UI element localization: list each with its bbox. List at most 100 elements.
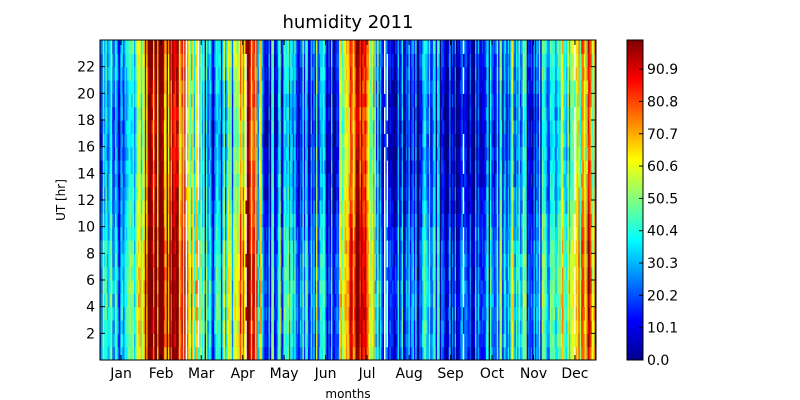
heatmap-cell <box>339 186 342 201</box>
heatmap-cell <box>155 213 158 228</box>
heatmap-cell <box>244 346 246 360</box>
heatmap-cell <box>135 186 138 201</box>
heatmap-cell <box>288 80 291 94</box>
heatmap-cell <box>180 266 183 281</box>
heatmap-cell <box>172 173 174 188</box>
heatmap-cell <box>294 346 297 360</box>
heatmap-cell <box>220 146 223 161</box>
heatmap-cell <box>336 333 339 348</box>
heatmap-cell <box>344 333 347 348</box>
heatmap-cell <box>317 253 320 268</box>
heatmap-cell <box>292 280 295 294</box>
heatmap-cell <box>199 346 202 360</box>
heatmap-cell <box>273 133 276 148</box>
heatmap-cell <box>150 186 153 201</box>
heatmap-cell <box>265 133 268 148</box>
heatmap-cell <box>363 66 366 81</box>
heatmap-cell <box>295 53 298 68</box>
heatmap-cell <box>360 173 363 188</box>
heatmap-cell <box>347 160 350 174</box>
heatmap-cell <box>205 320 208 334</box>
heatmap-cell <box>185 53 188 68</box>
heatmap-cell <box>127 200 130 214</box>
heatmap-cell <box>314 266 317 281</box>
heatmap-cell <box>258 226 261 241</box>
heatmap-cell <box>135 293 138 308</box>
heatmap-cell <box>302 293 305 308</box>
heatmap-cell <box>144 93 147 108</box>
heatmap-cell <box>159 240 162 254</box>
heatmap-cell <box>306 346 309 360</box>
heatmap-cell <box>317 226 320 241</box>
heatmap-cell <box>233 186 236 201</box>
heatmap-cell <box>101 80 104 94</box>
heatmap-cell <box>135 280 138 294</box>
heatmap-cell <box>227 346 230 360</box>
heatmap-cell <box>373 66 376 81</box>
heatmap-cell <box>314 173 317 188</box>
heatmap-cell <box>208 173 211 188</box>
heatmap-cell <box>292 66 295 81</box>
heatmap-cell <box>272 280 275 294</box>
heatmap-cell <box>178 346 181 360</box>
heatmap-cell <box>151 146 154 161</box>
heatmap-cell <box>298 40 301 54</box>
heatmap-cell <box>303 280 306 294</box>
heatmap-cell <box>249 160 252 174</box>
heatmap-cell <box>318 213 321 228</box>
heatmap-cell <box>377 40 380 54</box>
heatmap-cell <box>196 293 199 308</box>
heatmap-cell <box>305 146 308 161</box>
heatmap-cell <box>181 173 184 188</box>
heatmap-cell <box>246 280 249 294</box>
heatmap-cell <box>170 160 173 174</box>
heatmap-cell <box>294 160 297 174</box>
heatmap-cell <box>154 240 157 254</box>
heatmap-cell <box>105 226 108 241</box>
heatmap-cell <box>261 293 264 308</box>
heatmap-cell <box>246 200 249 214</box>
heatmap-cell <box>105 333 108 348</box>
heatmap-cell <box>131 120 134 134</box>
heatmap-cell <box>282 240 285 254</box>
heatmap-cell <box>311 146 314 161</box>
heatmap-cell <box>127 333 130 348</box>
heatmap-cell <box>193 80 196 94</box>
heatmap-cell <box>216 66 219 81</box>
heatmap-cell <box>269 346 272 360</box>
heatmap-cell <box>234 293 237 308</box>
heatmap-cell <box>333 200 336 214</box>
heatmap-cell <box>269 106 272 121</box>
heatmap-cell <box>153 173 155 188</box>
heatmap-cell <box>225 106 227 121</box>
heatmap-cell <box>316 226 319 241</box>
heatmap-cell <box>331 93 333 108</box>
heatmap-cell <box>370 146 373 161</box>
heatmap-cell <box>362 53 365 68</box>
heatmap-cell <box>268 40 271 54</box>
heatmap-cell <box>276 213 279 228</box>
heatmap-cell <box>340 226 343 241</box>
heatmap-cell <box>215 226 218 241</box>
heatmap-cell <box>124 200 127 214</box>
heatmap-cell <box>229 306 232 321</box>
heatmap-cell <box>244 93 246 108</box>
heatmap-cell <box>253 173 256 188</box>
heatmap-cell <box>204 266 207 281</box>
heatmap-cell <box>222 120 225 134</box>
heatmap-cell <box>215 213 218 228</box>
heatmap-cell <box>166 120 169 134</box>
heatmap-cell <box>148 320 151 334</box>
heatmap-cell <box>288 213 291 228</box>
heatmap-cell <box>306 133 309 148</box>
heatmap-cell <box>124 93 127 108</box>
heatmap-cell <box>307 226 310 241</box>
heatmap-cell <box>351 93 354 108</box>
heatmap-cell <box>371 240 374 254</box>
heatmap-cell <box>335 213 338 228</box>
heatmap-cell <box>199 40 202 54</box>
heatmap-cell <box>257 280 260 294</box>
heatmap-cell <box>267 226 270 241</box>
heatmap-cell <box>373 226 376 241</box>
heatmap-cell <box>120 213 123 228</box>
